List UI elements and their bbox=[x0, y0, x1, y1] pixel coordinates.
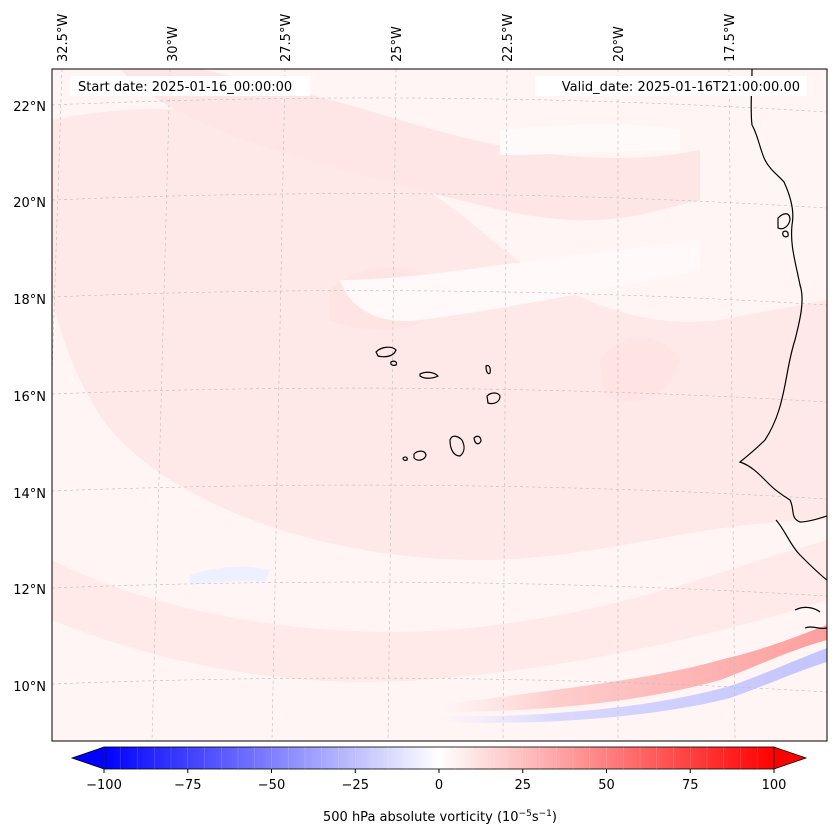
start-date-text: Start date: 2025-01-16_00:00:00 bbox=[78, 80, 292, 95]
vorticity-field bbox=[52, 69, 827, 741]
lat-label-18n: 18°N bbox=[13, 293, 46, 308]
africa-coastline bbox=[738, 69, 827, 523]
colorbar-tick-label: −25 bbox=[342, 778, 369, 793]
colorbar-tick-label: 25 bbox=[514, 778, 531, 793]
lon-label-32-5w: 32.5°W bbox=[56, 14, 71, 62]
lat-label-20n: 20°N bbox=[13, 196, 46, 211]
valid-date-box bbox=[535, 76, 807, 96]
valid-date-text: Valid_date: 2025-01-16T21:00:00.00 bbox=[562, 80, 800, 95]
colorbar-tick-label: −100 bbox=[86, 778, 122, 793]
lat-label-14n: 14°N bbox=[13, 487, 46, 502]
colorbar-tick-label: 75 bbox=[682, 778, 699, 793]
lon-label-30w: 30°W bbox=[166, 26, 181, 62]
lon-label-22-5w: 22.5°W bbox=[501, 14, 516, 62]
lat-label-10n: 10°N bbox=[13, 680, 46, 695]
lat-label-22n: 22°N bbox=[13, 100, 46, 115]
lon-label-27-5w: 27.5°W bbox=[279, 14, 294, 62]
colorbar-label: 500 hPa absolute vorticity (10−5s−1) bbox=[323, 809, 557, 825]
colorbar-tick-label: 50 bbox=[598, 778, 615, 793]
lat-label-12n: 12°N bbox=[13, 583, 46, 598]
start-date-box bbox=[70, 76, 310, 96]
lon-label-20w: 20°W bbox=[612, 26, 627, 62]
colorbar-min-arrow bbox=[70, 746, 105, 770]
graticule bbox=[52, 69, 827, 741]
lat-label-16n: 16°N bbox=[13, 390, 46, 405]
colorbar-tick-label: 0 bbox=[435, 778, 443, 793]
lon-label-25w: 25°W bbox=[390, 26, 405, 62]
colorbar-max-arrow bbox=[773, 746, 808, 770]
colorbar-ticks: −100 −75 −50 −25 0 25 50 75 100 bbox=[86, 747, 786, 793]
map-frame bbox=[51, 68, 828, 742]
latitude-labels: 22°N 20°N 18°N 16°N 14°N 12°N 10°N bbox=[13, 100, 46, 695]
colorbar: −100 −75 −50 −25 0 25 50 75 100 500 hPa absolute… bbox=[70, 746, 808, 825]
coastlines bbox=[375, 69, 827, 630]
longitude-labels: 32.5°W 30°W 27.5°W 25°W 22.5°W 20°W 17.5… bbox=[56, 14, 738, 62]
colorbar-tick-label: −50 bbox=[258, 778, 285, 793]
colorbar-tick-label: −75 bbox=[174, 778, 201, 793]
lon-label-17-5w: 17.5°W bbox=[723, 14, 738, 62]
colorbar-tick-label: 100 bbox=[762, 778, 787, 793]
